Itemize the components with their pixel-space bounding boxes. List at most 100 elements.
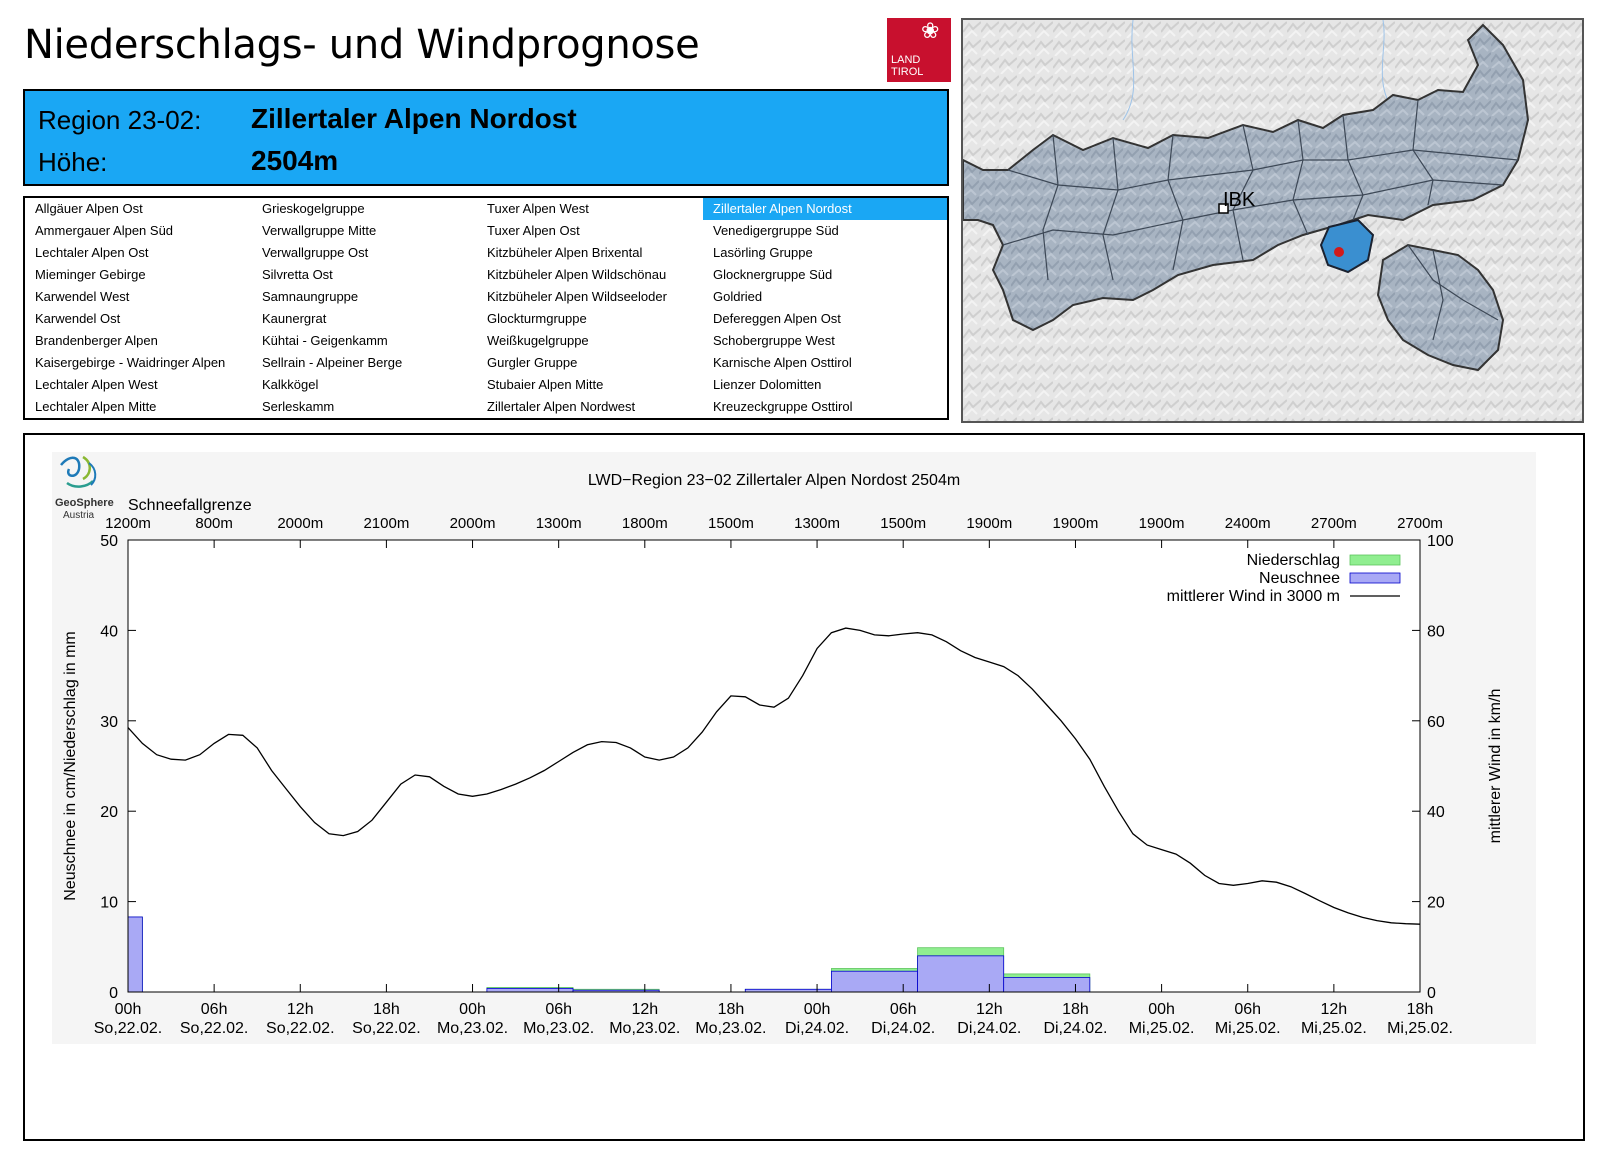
region-list-item[interactable]: Verwallgruppe Ost [262,245,369,260]
y-right-tick-label: 0 [1427,985,1436,1002]
x-tick-time: 12h [1321,1001,1348,1018]
region-list-item[interactable]: Silvretta Ost [262,267,333,282]
region-list-item[interactable]: Defereggen Alpen Ost [713,311,841,326]
x-tick-date: Mi,25.02. [1387,1020,1453,1037]
x-tick-date: Di,24.02. [957,1020,1021,1037]
snowline-value: 2000m [450,515,496,532]
region-list-item[interactable]: Glocknergruppe Süd [713,267,833,282]
region-list-item[interactable]: Lechtaler Alpen Mitte [35,399,157,414]
provider-name: GeoSphere [55,497,114,509]
chart-panel: GeoSphere Austria LWD−Region 23−02 Zille… [23,433,1585,1141]
x-tick-time: 06h [545,1001,572,1018]
legend-label: Niederschlag [1247,552,1340,569]
tirol-eagle-icon: ❀ [921,19,940,44]
logo-line2: TIROL [891,66,924,78]
region-list-item[interactable]: Venedigergruppe Süd [713,223,839,238]
region-header: Region 23-02: Zillertaler Alpen Nordost … [23,89,949,186]
region-list-item[interactable]: Lasörling Gruppe [713,245,813,260]
tirol-map[interactable]: IBK [961,18,1584,423]
region-list-item[interactable]: Karnische Alpen Osttirol [713,355,852,370]
region-list-item[interactable]: Kaisergebirge - Waidringer Alpen [35,355,226,370]
region-list-item[interactable]: Lechtaler Alpen West [35,377,158,392]
neuschnee-bar [1003,977,1091,993]
region-list-item[interactable]: Weißkugelgruppe [487,333,589,348]
region-list-item[interactable]: Glockturmgruppe [487,311,587,326]
snowline-value: 1200m [105,515,151,532]
east-tirol-shape [1376,243,1505,372]
neuschnee-bar [917,955,1005,993]
provider-sub: Austria [63,510,95,521]
region-list-column: Tuxer Alpen West Tuxer Alpen Ost Kitzbühel… [477,198,703,418]
region-list-item[interactable]: Zillertaler Alpen Nordost [703,198,947,220]
region-list-item[interactable]: Lechtaler Alpen Ost [35,245,149,260]
region-marker [1334,247,1344,257]
y-right-tick-label: 80 [1427,623,1445,640]
region-list-item[interactable]: Zillertaler Alpen Nordwest [487,399,636,414]
y-tick-label: 40 [100,623,118,640]
x-tick-date: So,22.02. [180,1020,249,1037]
x-tick-date: So,22.02. [266,1020,335,1037]
x-tick-date: Mi,25.02. [1301,1020,1367,1037]
region-list-item[interactable]: Tuxer Alpen Ost [487,223,580,238]
height-label: Höhe: [38,147,108,177]
selected-region-shape[interactable] [1319,218,1375,274]
plot-background [128,540,1420,992]
x-tick-date: Mo,23.02. [523,1020,594,1037]
x-tick-time: 00h [459,1001,486,1018]
height-value: 2504m [251,145,339,176]
region-list-item[interactable]: Karwendel Ost [35,311,121,326]
x-tick-time: 18h [718,1001,745,1018]
region-list-item[interactable]: Kaunergrat [262,311,327,326]
region-list-item[interactable]: Goldried [713,289,763,304]
region-list-item[interactable]: Serleskamm [262,399,335,414]
legend-swatch [1349,554,1401,566]
x-tick-date: Mo,23.02. [609,1020,680,1037]
neuschnee-bar [127,916,143,993]
region-list-item[interactable]: Mieminger Gebirge [35,267,146,282]
snowline-value: 1900m [1053,515,1099,532]
region-list-item[interactable]: Gurgler Gruppe [487,355,578,370]
y-tick-label: 0 [109,985,118,1002]
snowline-value: 2400m [1225,515,1271,532]
region-list-item[interactable]: Stubaier Alpen Mitte [487,377,604,392]
x-tick-date: So,22.02. [94,1020,163,1037]
map-svg: IBK [963,20,1582,421]
land-tirol-logo: ❀ LAND TIROL [887,18,951,82]
region-list-item[interactable]: Kitzbüheler Alpen Brixental [487,245,643,260]
legend-swatch [1349,572,1401,584]
north-tirol-shape [963,23,1530,332]
region-borders [1002,99,1519,341]
region-list-item[interactable]: Grieskogelgruppe [262,201,365,216]
y-right-tick-label: 60 [1427,714,1445,731]
region-list-item[interactable]: Sellrain - Alpeiner Berge [262,355,403,370]
region-list-item[interactable]: Verwallgruppe Mitte [262,223,377,238]
y-tick-label: 30 [100,714,118,731]
region-list-item[interactable]: Kalkkögel [262,377,319,392]
x-tick-date: Mo,23.02. [437,1020,508,1037]
region-list-item[interactable]: Lienzer Dolomitten [713,377,822,392]
region-list-item[interactable]: Schobergruppe West [713,333,835,348]
x-tick-date: So,22.02. [352,1020,421,1037]
region-list-item[interactable]: Brandenberger Alpen [35,333,158,348]
x-tick-time: 12h [287,1001,314,1018]
plot-area: 0 10 20 30 40 50 0 20 40 60 80 100 Neuschnee in cm/N… [62,533,1504,1037]
region-list-item[interactable]: Samnaungruppe [262,289,359,304]
y-axis-label: Neuschnee in cm/Niederschlag in mm [62,631,79,900]
region-list-item[interactable]: Allgäuer Alpen Ost [35,201,143,216]
region-list-item[interactable]: Kitzbüheler Alpen Wildschönau [487,267,667,282]
legend-label: Neuschnee [1259,570,1340,587]
city-label: IBK [1223,189,1256,211]
region-list-column: Allgäuer Alpen Ost Ammergauer Alpen Süd Le… [25,198,252,418]
x-tick-date: Mo,23.02. [695,1020,766,1037]
region-list-item[interactable]: Tuxer Alpen West [487,201,589,216]
snowline-value: 1800m [622,515,668,532]
region-list-item[interactable]: Kitzbüheler Alpen Wildseeloder [487,289,667,304]
y-right-tick-label: 20 [1427,895,1445,912]
legend-label: mittlerer Wind in 3000 m [1167,588,1340,605]
x-tick-time: 06h [890,1001,917,1018]
region-list-item[interactable]: Ammergauer Alpen Süd [35,223,174,238]
region-list-item[interactable]: Kühtai - Geigenkamm [262,333,388,348]
region-list-item[interactable]: Kreuzeckgruppe Osttirol [713,399,853,414]
x-tick-time: 18h [1407,1001,1434,1018]
region-list-item[interactable]: Karwendel West [35,289,130,304]
